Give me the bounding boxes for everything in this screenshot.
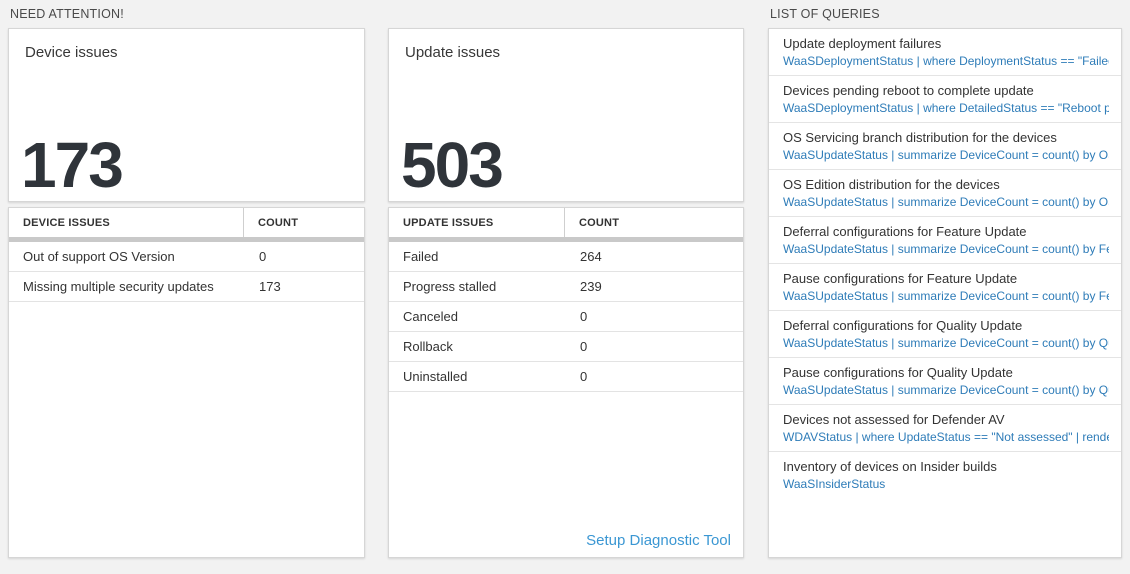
device-issues-tile[interactable]: Device issues 173 [8, 28, 365, 202]
query-title: Deferral configurations for Feature Upda… [783, 224, 1027, 239]
query-text: WaaSUpdateStatus | summarize DeviceCount… [783, 148, 1109, 162]
row-label: Rollback [403, 339, 453, 354]
query-text: WaaSDeploymentStatus | where DeploymentS… [783, 54, 1109, 68]
setup-diagnostic-tool-link[interactable]: Setup Diagnostic Tool [586, 532, 731, 549]
update-issues-count: 503 [401, 129, 504, 201]
query-list-item[interactable]: Update deployment failures WaaSDeploymen… [769, 29, 1121, 76]
query-title: Pause configurations for Feature Update [783, 271, 1018, 286]
row-count: 0 [580, 339, 588, 354]
row-count: 0 [580, 309, 588, 324]
query-title: Devices pending reboot to complete updat… [783, 83, 1034, 98]
query-text: WaaSUpdateStatus | summarize DeviceCount… [783, 383, 1109, 397]
table-row[interactable]: Missing multiple security updates 173 [9, 272, 364, 302]
row-count: 239 [580, 279, 602, 294]
query-title: Devices not assessed for Defender AV [783, 412, 1005, 427]
header-divider-bar [9, 237, 364, 242]
query-title: Pause configurations for Quality Update [783, 365, 1013, 380]
query-list-item[interactable]: Pause configurations for Feature Update … [769, 264, 1121, 311]
row-count: 264 [580, 249, 602, 264]
query-title: Deferral configurations for Quality Upda… [783, 318, 1023, 333]
table-row[interactable]: Canceled 0 [389, 302, 743, 332]
row-count: 0 [580, 369, 588, 384]
count-column-header: COUNT [258, 216, 299, 229]
query-list-item[interactable]: Pause configurations for Quality Update … [769, 358, 1121, 405]
query-text: WaaSUpdateStatus | summarize DeviceCount… [783, 289, 1109, 303]
query-title: Update deployment failures [783, 36, 942, 51]
query-title: OS Edition distribution for the devices [783, 177, 1000, 192]
row-label: Progress stalled [403, 279, 497, 294]
list-of-queries-panel: Update deployment failures WaaSDeploymen… [768, 28, 1122, 558]
query-text: WaaSUpdateStatus | summarize DeviceCount… [783, 242, 1109, 256]
query-list-item[interactable]: Devices pending reboot to complete updat… [769, 76, 1121, 123]
query-text: WaaSDeploymentStatus | where DetailedSta… [783, 101, 1109, 115]
device-issues-table-header: DEVICE ISSUES COUNT [9, 208, 364, 237]
table-row[interactable]: Uninstalled 0 [389, 362, 743, 392]
query-text: WaaSUpdateStatus | summarize DeviceCount… [783, 195, 1109, 209]
table-row[interactable]: Failed 264 [389, 242, 743, 272]
update-issues-tile[interactable]: Update issues 503 [388, 28, 744, 202]
count-column-header: COUNT [579, 216, 620, 229]
row-label: Missing multiple security updates [23, 279, 214, 294]
query-text: WDAVStatus | where UpdateStatus == "Not … [783, 430, 1109, 444]
row-label: Out of support OS Version [23, 249, 175, 264]
row-label: Failed [403, 249, 439, 264]
device-issues-column-header: DEVICE ISSUES [9, 208, 244, 237]
device-issues-count: 173 [21, 129, 124, 201]
device-issues-table: DEVICE ISSUES COUNT Out of support OS Ve… [8, 207, 365, 558]
device-issues-tile-title: Device issues [25, 44, 118, 61]
query-list-item[interactable]: Devices not assessed for Defender AV WDA… [769, 405, 1121, 452]
query-list-item[interactable]: Deferral configurations for Quality Upda… [769, 311, 1121, 358]
query-text: WaaSUpdateStatus | summarize DeviceCount… [783, 336, 1109, 350]
query-title: OS Servicing branch distribution for the… [783, 130, 1057, 145]
need-attention-section-title: NEED ATTENTION! [10, 7, 124, 21]
table-row[interactable]: Progress stalled 239 [389, 272, 743, 302]
update-issues-tile-title: Update issues [405, 44, 501, 61]
table-row[interactable]: Out of support OS Version 0 [9, 242, 364, 272]
row-label: Canceled [403, 309, 458, 324]
query-list-item[interactable]: Inventory of devices on Insider builds W… [769, 452, 1121, 498]
row-count: 173 [259, 279, 281, 294]
query-title: Inventory of devices on Insider builds [783, 459, 997, 474]
query-text: WaaSInsiderStatus [783, 477, 886, 491]
row-label: Uninstalled [403, 369, 468, 384]
query-list-item[interactable]: Deferral configurations for Feature Upda… [769, 217, 1121, 264]
update-issues-table-header: UPDATE ISSUES COUNT [389, 208, 743, 237]
update-issues-table: UPDATE ISSUES COUNT Failed 264 Progress … [388, 207, 744, 558]
update-issues-column-header: UPDATE ISSUES [389, 208, 565, 237]
header-divider-bar [389, 237, 743, 242]
query-list-item[interactable]: OS Edition distribution for the devices … [769, 170, 1121, 217]
list-of-queries-section-title: LIST OF QUERIES [770, 7, 880, 21]
query-list-item[interactable]: OS Servicing branch distribution for the… [769, 123, 1121, 170]
table-row[interactable]: Rollback 0 [389, 332, 743, 362]
row-count: 0 [259, 249, 267, 264]
